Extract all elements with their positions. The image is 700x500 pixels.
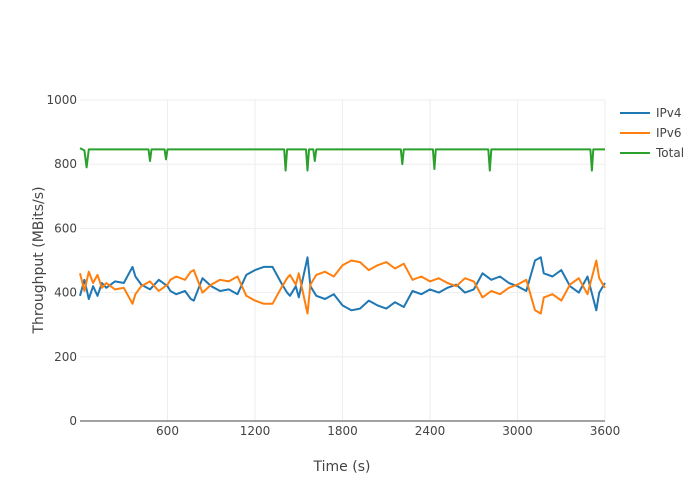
y-tick-label: 200 [54, 350, 77, 364]
legend-label: IPv4 [656, 106, 682, 120]
tick-labels: 0 200 400 600 800 1000 600 1200 1800 2400 3000 3600 [46, 93, 620, 438]
x-axis-title: Time (s) [313, 459, 371, 475]
y-tick-label: 0 [69, 414, 77, 428]
y-tick-label: 400 [54, 286, 77, 300]
legend-item-ipv4[interactable]: IPv4 [620, 106, 682, 120]
legend-label: Total [655, 146, 684, 160]
series-line-total [79, 147, 605, 172]
x-tick-label: 600 [156, 424, 179, 438]
series-lines [79, 147, 606, 315]
y-tick-label: 600 [54, 221, 77, 235]
series-line-ipv6 [79, 259, 606, 315]
grid-lines [80, 99, 606, 421]
legend-label: IPv6 [656, 126, 682, 140]
x-tick-label: 3600 [590, 424, 621, 438]
legend-item-ipv6[interactable]: IPv6 [620, 126, 682, 140]
legend-item-total[interactable]: Total [620, 146, 684, 160]
x-tick-label: 1800 [327, 424, 358, 438]
series-line-ipv4 [79, 256, 606, 312]
x-tick-label: 3000 [502, 424, 533, 438]
y-tick-label: 800 [54, 157, 77, 171]
x-tick-label: 1200 [240, 424, 271, 438]
legend[interactable]: IPv4 IPv6 Total [620, 106, 684, 160]
x-tick-label: 2400 [415, 424, 446, 438]
y-tick-label: 1000 [46, 93, 77, 107]
y-axis-title: Throughput (MBits/s) [31, 186, 47, 334]
